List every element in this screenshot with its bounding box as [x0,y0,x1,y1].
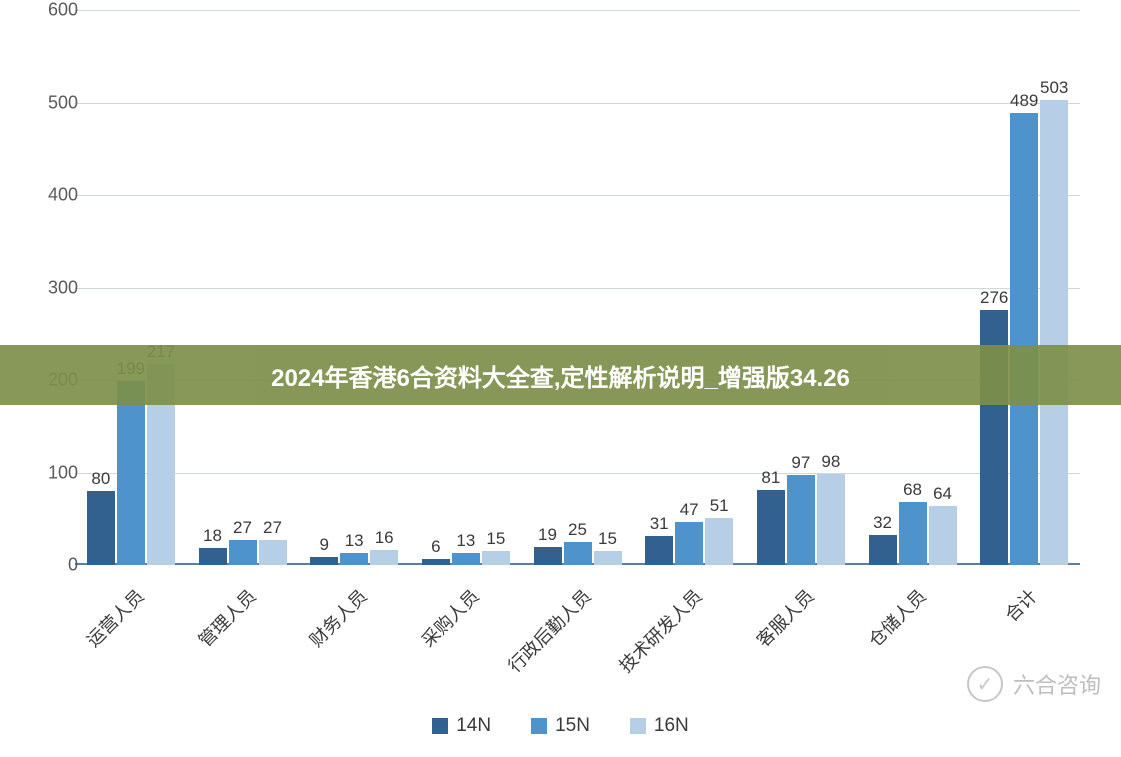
bar: 489 [1010,113,1038,565]
watermark-text: 六合咨询 [1013,668,1101,700]
bar: 80 [87,491,115,565]
bar-group: 819798 [745,474,857,565]
y-tick-label: 0 [28,555,78,576]
bar-value-label: 18 [203,526,222,546]
bar-group: 276489503 [968,100,1080,565]
bar: 9 [310,557,338,565]
x-category-label: 运营人员 [75,575,187,675]
y-tick-label: 500 [28,92,78,113]
bar-value-label: 47 [680,500,699,520]
bar: 18 [199,548,227,565]
bar: 6 [422,559,450,565]
legend: 14N 15N 16N [0,715,1121,737]
bar-group: 314751 [633,518,745,565]
bars-row: 8019921718272791316613151925153147518197… [75,10,1080,565]
bar: 98 [817,474,845,565]
bar: 199 [117,381,145,565]
bar: 47 [675,522,703,565]
watermark: ✓ 六合咨询 [967,666,1101,702]
bar: 27 [229,540,257,565]
bar-value-label: 51 [710,496,729,516]
y-tick-label: 600 [28,0,78,21]
bar-value-label: 13 [456,531,475,551]
bar-group: 91316 [298,550,410,565]
overlay-text: 2024年香港6合资料大全查,定性解析说明_增强版34.26 [271,358,850,393]
bar: 503 [1040,100,1068,565]
x-labels-row: 运营人员管理人员财务人员采购人员行政后勤人员技术研发人员客服人员仓储人员合计 [75,575,1080,675]
x-category-label: 管理人员 [187,575,299,675]
x-category-label: 财务人员 [298,575,410,675]
legend-label: 15N [555,715,590,737]
bar-value-label: 15 [598,529,617,549]
x-category-label: 客服人员 [745,575,857,675]
bar-value-label: 32 [873,513,892,533]
bar-value-label: 80 [91,469,110,489]
bar-value-label: 16 [375,528,394,548]
bar-value-label: 503 [1040,78,1068,98]
legend-label: 16N [654,715,689,737]
bar: 27 [259,540,287,565]
bar-value-label: 97 [791,453,810,473]
legend-swatch [432,718,448,734]
legend-label: 14N [456,715,491,737]
bar: 81 [757,490,785,565]
legend-item: 14N [432,715,491,737]
bar-value-label: 276 [980,288,1008,308]
bar-value-label: 15 [486,529,505,549]
bar: 64 [929,506,957,565]
bar-group: 192515 [522,542,634,565]
bar-value-label: 27 [263,518,282,538]
legend-item: 15N [531,715,590,737]
bar: 19 [534,547,562,565]
bar-value-label: 31 [650,514,669,534]
bar-value-label: 68 [903,480,922,500]
x-category-label: 技术研发人员 [633,575,745,675]
bar: 16 [370,550,398,565]
bar-group: 182727 [187,540,299,565]
bar-value-label: 27 [233,518,252,538]
bar-value-label: 19 [538,525,557,545]
bar-group: 61315 [410,551,522,565]
bar: 32 [869,535,897,565]
bar: 31 [645,536,673,565]
bar: 51 [705,518,733,565]
bar-value-label: 25 [568,520,587,540]
x-category-label: 仓储人员 [857,575,969,675]
wechat-icon: ✓ [967,666,1003,702]
bar-value-label: 6 [431,537,440,557]
legend-swatch [531,718,547,734]
bar: 15 [594,551,622,565]
y-tick-label: 300 [28,277,78,298]
bar: 15 [482,551,510,565]
bar-value-label: 64 [933,484,952,504]
bar-value-label: 9 [319,535,328,555]
y-tick-label: 400 [28,185,78,206]
overlay-banner: 2024年香港6合资料大全查,定性解析说明_增强版34.26 [0,345,1121,405]
bar-value-label: 98 [821,452,840,472]
bar-value-label: 489 [1010,91,1038,111]
bar: 97 [787,475,815,565]
chart-container: 0100200300400500600 80199217182727913166… [30,0,1090,620]
bar: 13 [340,553,368,565]
legend-item: 16N [630,715,689,737]
y-tick-label: 100 [28,462,78,483]
bar: 25 [564,542,592,565]
x-category-label: 合计 [968,575,1080,675]
bar-group: 326864 [857,502,969,565]
bar-value-label: 13 [345,531,364,551]
bar-value-label: 81 [761,468,780,488]
bar: 68 [899,502,927,565]
bar: 13 [452,553,480,565]
legend-swatch [630,718,646,734]
